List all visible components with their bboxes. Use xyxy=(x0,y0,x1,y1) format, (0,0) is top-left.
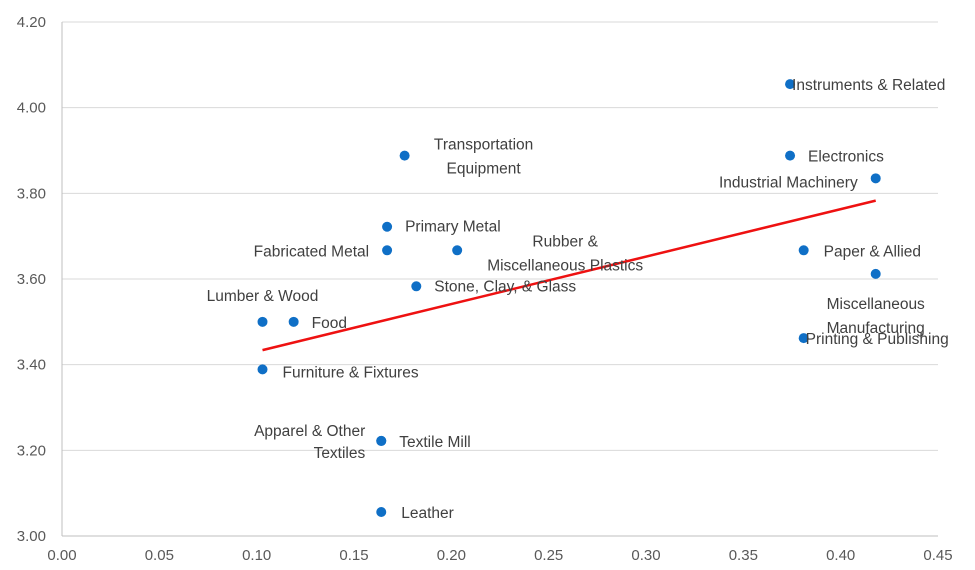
point-label: Stone, Clay, & Glass xyxy=(434,278,576,295)
y-tick-label: 4.20 xyxy=(17,14,46,31)
y-tick-label: 3.80 xyxy=(17,185,46,202)
data-points xyxy=(257,79,881,518)
trendline-layer xyxy=(262,199,877,352)
data-point xyxy=(376,507,387,518)
point-label: Furniture & Fixtures xyxy=(283,364,419,381)
x-tick-label: 0.00 xyxy=(47,547,76,564)
point-label: Fabricated Metal xyxy=(254,243,369,260)
data-point xyxy=(870,268,881,279)
x-tick-label: 0.40 xyxy=(826,547,855,564)
data-point xyxy=(382,245,393,256)
point-label: Paper & Allied xyxy=(824,243,921,260)
data-point xyxy=(257,316,268,327)
point-labels: Instruments & Related Electronics Industri… xyxy=(207,77,949,522)
point-label: Food xyxy=(312,315,347,332)
data-point xyxy=(870,173,881,184)
y-tick-label: 4.00 xyxy=(17,100,46,117)
x-tick-label: 0.10 xyxy=(242,547,271,564)
point-label: Rubber & Miscellaneous Plastics xyxy=(487,233,643,274)
x-tick-label: 0.25 xyxy=(534,547,563,564)
point-label: Lumber & Wood xyxy=(207,288,319,305)
data-point xyxy=(798,245,809,256)
data-point xyxy=(452,245,463,256)
data-point xyxy=(288,316,299,327)
data-point xyxy=(798,333,809,344)
x-tick-label: 0.45 xyxy=(923,547,952,564)
data-point xyxy=(785,150,796,161)
x-axis-ticks: 0.00 0.05 0.10 0.15 0.20 0.25 0.30 0.35 0.40 0.45 xyxy=(47,547,952,564)
point-label: Primary Metal xyxy=(405,219,501,236)
data-point xyxy=(382,221,393,232)
data-point xyxy=(411,281,422,292)
y-tick-label: 3.00 xyxy=(17,528,46,545)
y-axis-ticks: 3.00 3.20 3.40 3.60 3.80 4.00 4.20 xyxy=(17,14,46,545)
y-tick-label: 3.60 xyxy=(17,271,46,288)
trendline xyxy=(262,199,877,352)
point-label: Electronics xyxy=(808,149,884,166)
data-point xyxy=(257,364,268,375)
point-label: Apparel & Other Textiles xyxy=(254,423,365,462)
x-tick-label: 0.35 xyxy=(729,547,758,564)
point-label: Printing & Publishing xyxy=(806,331,949,348)
point-label: Transportation Equipment xyxy=(434,137,533,178)
data-point xyxy=(399,150,410,161)
data-point xyxy=(376,435,387,446)
gridlines xyxy=(62,21,938,451)
point-label: Instruments & Related xyxy=(792,77,945,94)
point-label: Leather xyxy=(401,505,454,522)
point-label: Industrial Machinery xyxy=(719,174,858,191)
axes xyxy=(61,22,938,537)
point-label: Miscellaneous Manufacturing xyxy=(827,296,925,337)
data-point xyxy=(785,79,796,90)
x-tick-label: 0.30 xyxy=(631,547,660,564)
y-tick-label: 3.40 xyxy=(17,357,46,374)
y-tick-label: 3.20 xyxy=(17,442,46,459)
point-label: Textile Mill xyxy=(399,434,470,451)
x-tick-label: 0.20 xyxy=(437,547,466,564)
x-tick-label: 0.05 xyxy=(145,547,174,564)
x-tick-label: 0.15 xyxy=(339,547,368,564)
